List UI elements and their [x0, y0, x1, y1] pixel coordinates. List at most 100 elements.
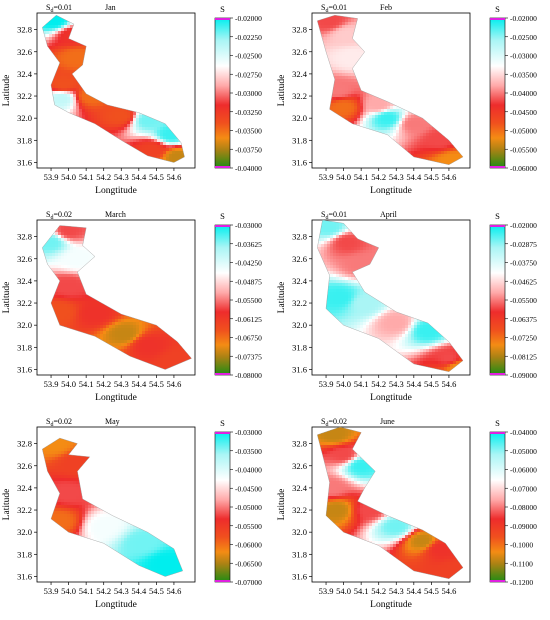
x-tick-label: 53.9	[319, 586, 334, 596]
x-tick-label: 54.6	[166, 172, 181, 182]
colorbar	[215, 225, 230, 375]
x-tick-label: 54.4	[131, 379, 147, 389]
colorbar-tick-label: -0.03000	[235, 221, 262, 230]
x-tick-label: 54.0	[336, 586, 351, 596]
colorbar-tick-label: -0.02000	[510, 221, 537, 230]
colorbar-tick-label: -0.03000	[510, 52, 537, 61]
y-tick-label: 32.4	[292, 69, 308, 79]
x-tick-label: 54.5	[424, 586, 439, 596]
x-tick-label: 54.2	[96, 172, 111, 182]
colorbar-tick-label: -0.06750	[235, 334, 262, 343]
colorbar-tick-label: -0.04000	[235, 466, 262, 475]
colorbar-tick-label: -0.08000	[235, 371, 262, 380]
colorbar-tick-label: -0.05500	[510, 145, 537, 154]
colorbar-title: S	[495, 4, 500, 14]
y-axis-label: Latitude	[277, 489, 287, 521]
colorbar-tick-label: -0.04000	[510, 89, 537, 98]
colorbar	[490, 225, 505, 375]
colorbar-tick-label: -0.04000	[235, 164, 262, 173]
x-tick-label: 54.0	[61, 379, 76, 389]
x-tick-label: 54.6	[441, 379, 456, 389]
colorbar-tick-label: -0.05000	[510, 447, 537, 456]
y-tick-label: 32.0	[17, 320, 32, 330]
colorbar-tick-label: -0.05000	[235, 503, 262, 512]
y-tick-label: 32.2	[17, 505, 32, 515]
x-axis-label: Longtitude	[95, 186, 137, 196]
x-tick-label: 54.3	[114, 379, 129, 389]
y-tick-label: 32.4	[292, 276, 308, 286]
colorbar-tick-label: -0.07250	[510, 334, 537, 343]
x-tick-label: 53.9	[44, 586, 59, 596]
month-title: May	[105, 417, 120, 426]
y-tick-label: 31.6	[17, 364, 32, 374]
x-tick-label: 53.9	[319, 379, 334, 389]
x-tick-label: 54.5	[149, 379, 164, 389]
colorbar-tick-label: -0.03000	[235, 428, 262, 437]
sd-label: Sd=0.01	[321, 3, 347, 14]
y-tick-label: 32.0	[17, 527, 32, 537]
colorbar-tick-label: -0.08125	[510, 352, 537, 361]
sd-label: Sd=0.01	[321, 210, 347, 221]
y-axis-label: Latitude	[277, 75, 287, 107]
x-tick-label: 54.0	[336, 379, 351, 389]
y-tick-label: 32.6	[292, 47, 307, 57]
colorbar	[215, 432, 230, 582]
colorbar-tick-label: -0.04500	[510, 108, 537, 117]
x-tick-label: 53.9	[44, 172, 59, 182]
sd-label: Sd=0.02	[46, 417, 72, 428]
colorbar-tick-label: -0.02500	[235, 52, 262, 61]
month-title: Jan	[105, 3, 116, 12]
y-tick-label: 32.8	[17, 232, 32, 242]
colorbar-tick-label: -0.07375	[235, 352, 262, 361]
y-tick-label: 32.6	[17, 47, 32, 57]
x-tick-label: 54.1	[79, 379, 94, 389]
y-tick-label: 32.8	[292, 25, 307, 35]
colorbar-tick-label: -0.04625	[510, 277, 537, 286]
colorbar-tick-label: -0.04500	[235, 484, 262, 493]
x-tick-label: 54.5	[149, 586, 164, 596]
colorbar-tick-label: -0.06500	[235, 559, 262, 568]
x-tick-label: 54.2	[371, 172, 386, 182]
x-tick-label: 54.4	[406, 172, 422, 182]
x-tick-label: 54.0	[336, 172, 351, 182]
month-title: June	[380, 417, 395, 426]
x-tick-label: 54.5	[424, 172, 439, 182]
colorbar-tick-label: -0.04000	[510, 428, 537, 437]
y-tick-label: 32.2	[292, 298, 307, 308]
colorbar-tick-label: -0.02000	[235, 14, 262, 23]
colorbar-tick-label: -0.07000	[510, 484, 537, 493]
x-tick-label: 54.1	[354, 379, 369, 389]
y-tick-label: 31.8	[17, 342, 32, 352]
colorbar-tick-label: -0.08000	[510, 503, 537, 512]
colorbar-tick-label: -0.02750	[235, 70, 262, 79]
y-tick-label: 32.4	[17, 483, 33, 493]
x-tick-label: 54.4	[131, 586, 147, 596]
x-tick-label: 54.6	[166, 586, 181, 596]
x-tick-label: 54.5	[424, 379, 439, 389]
x-tick-label: 54.5	[149, 172, 164, 182]
colorbar-title: S	[220, 418, 225, 428]
colorbar-tick-label: -0.1000	[510, 541, 533, 550]
colorbar-tick-label: -0.03000	[235, 89, 262, 98]
y-tick-label: 32.8	[292, 232, 307, 242]
y-tick-label: 32.6	[292, 461, 307, 471]
x-axis-label: Longtitude	[370, 393, 412, 403]
colorbar-tick-label: -0.02875	[510, 240, 537, 249]
x-tick-label: 54.3	[114, 172, 129, 182]
colorbar-tick-label: -0.06125	[235, 315, 262, 324]
x-axis-label: Longtitude	[95, 393, 137, 403]
y-tick-label: 31.6	[292, 157, 307, 167]
colorbar-title: S	[495, 211, 500, 221]
x-tick-label: 54.2	[96, 586, 111, 596]
y-tick-label: 31.8	[17, 135, 32, 145]
colorbar-tick-label: -0.04250	[235, 259, 262, 268]
colorbar-tick-label: -0.06375	[510, 315, 537, 324]
x-axis-label: Longtitude	[370, 600, 412, 610]
colorbar	[215, 18, 230, 168]
colorbar-tick-label: -0.1200	[510, 578, 533, 587]
